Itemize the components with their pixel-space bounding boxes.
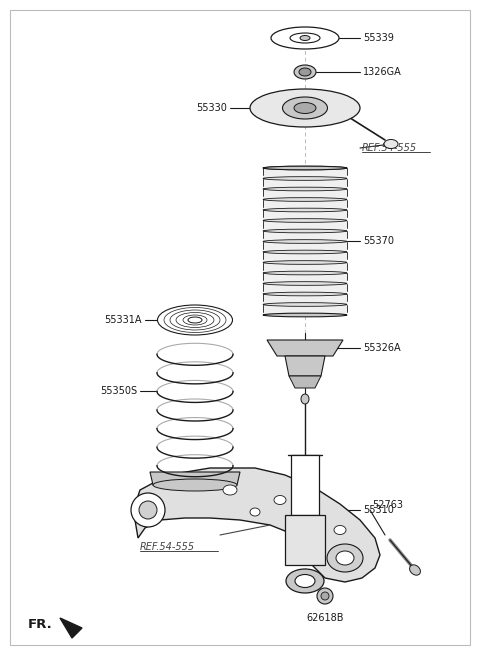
Ellipse shape — [157, 305, 232, 335]
Ellipse shape — [263, 240, 347, 244]
Text: REF.54-555: REF.54-555 — [140, 542, 195, 552]
Ellipse shape — [131, 493, 165, 527]
Ellipse shape — [327, 544, 363, 572]
Ellipse shape — [263, 166, 347, 170]
Ellipse shape — [263, 313, 347, 317]
Ellipse shape — [300, 35, 310, 41]
Ellipse shape — [263, 303, 347, 307]
Ellipse shape — [263, 292, 347, 296]
Ellipse shape — [334, 525, 346, 534]
Ellipse shape — [336, 551, 354, 565]
Ellipse shape — [271, 27, 339, 49]
Text: 55310: 55310 — [363, 505, 394, 515]
Ellipse shape — [321, 592, 329, 600]
Text: 52763: 52763 — [372, 500, 403, 510]
Polygon shape — [267, 340, 343, 356]
Ellipse shape — [263, 177, 347, 180]
Ellipse shape — [263, 229, 347, 233]
Ellipse shape — [263, 250, 347, 254]
Ellipse shape — [263, 208, 347, 212]
Polygon shape — [285, 515, 325, 565]
Ellipse shape — [250, 89, 360, 127]
Text: 55370: 55370 — [363, 236, 394, 246]
Ellipse shape — [294, 65, 316, 79]
Ellipse shape — [263, 271, 347, 275]
Text: 55326A: 55326A — [363, 343, 401, 353]
Text: 1326GA: 1326GA — [363, 67, 402, 77]
Ellipse shape — [294, 102, 316, 113]
Text: 62618B: 62618B — [306, 613, 344, 623]
Ellipse shape — [139, 501, 157, 519]
Text: 55330: 55330 — [196, 103, 227, 113]
Ellipse shape — [283, 97, 327, 119]
Text: REF.54-555: REF.54-555 — [362, 143, 417, 153]
Text: FR.: FR. — [28, 618, 53, 631]
Polygon shape — [150, 472, 240, 485]
Ellipse shape — [263, 261, 347, 265]
Polygon shape — [60, 618, 82, 638]
Polygon shape — [135, 468, 380, 582]
Ellipse shape — [263, 166, 347, 170]
Polygon shape — [263, 168, 347, 315]
Ellipse shape — [290, 33, 320, 43]
Ellipse shape — [188, 317, 202, 323]
Ellipse shape — [250, 508, 260, 516]
Polygon shape — [289, 376, 321, 388]
Ellipse shape — [299, 68, 311, 76]
Text: 55331A: 55331A — [105, 315, 142, 325]
Ellipse shape — [263, 282, 347, 286]
Ellipse shape — [295, 574, 315, 588]
Ellipse shape — [317, 588, 333, 604]
Ellipse shape — [263, 198, 347, 201]
Ellipse shape — [286, 569, 324, 593]
Ellipse shape — [263, 219, 347, 222]
Ellipse shape — [409, 565, 420, 575]
Ellipse shape — [301, 394, 309, 404]
Polygon shape — [291, 455, 319, 515]
Polygon shape — [285, 356, 325, 376]
Ellipse shape — [223, 485, 237, 495]
Ellipse shape — [274, 495, 286, 504]
Text: 55339: 55339 — [363, 33, 394, 43]
Text: 55350S: 55350S — [100, 386, 137, 396]
Ellipse shape — [153, 479, 237, 491]
Ellipse shape — [263, 187, 347, 191]
Ellipse shape — [384, 140, 398, 149]
